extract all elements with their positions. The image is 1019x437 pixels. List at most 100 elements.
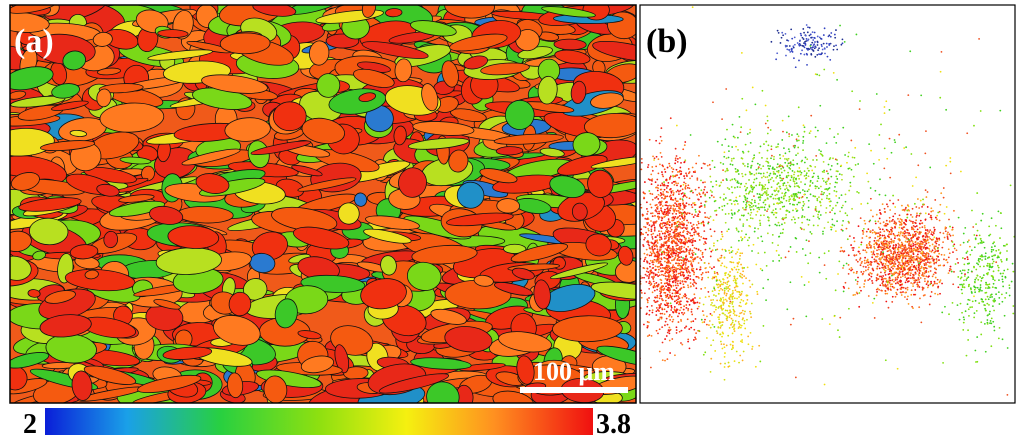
scatter-dot (936, 250, 939, 252)
scatter-dot (865, 266, 867, 268)
scatter-dot (885, 279, 888, 282)
scatter-dot (670, 237, 673, 240)
scatter-dot (760, 176, 763, 179)
scatter-dot (901, 234, 904, 237)
scatter-dot (866, 258, 869, 261)
scatter-dot (723, 346, 726, 349)
scatter-dot (907, 261, 910, 264)
panel-frame (9, 4, 637, 404)
scatter-dot (656, 254, 659, 257)
scatter-dot (685, 172, 687, 175)
scatter-dot (663, 303, 666, 306)
scatter-dot (923, 246, 926, 248)
grain (10, 230, 32, 252)
scatter-dot (867, 295, 870, 297)
scatter-dot (924, 244, 926, 247)
scatter-dot (873, 245, 876, 248)
scatter-dot (912, 243, 915, 245)
scatter-dot (663, 313, 666, 315)
scatter-dot (646, 260, 648, 263)
scatter-dot (905, 251, 908, 254)
scatter-dot (670, 267, 672, 269)
scatter-dot (731, 250, 734, 252)
scatter-dot (681, 220, 683, 223)
scatter-dot (875, 260, 878, 263)
scatter-dot (907, 253, 910, 256)
scatter-dot (651, 166, 654, 168)
scatter-dot (751, 283, 754, 286)
scatter-dot (739, 272, 742, 275)
scatter-dot (921, 274, 923, 276)
scatter-dot (749, 190, 752, 193)
scatter-dot (682, 308, 685, 311)
scatter-dot (667, 273, 670, 276)
scatter-dot (665, 210, 668, 213)
scatter-dot (900, 204, 903, 207)
scatter-dot (755, 213, 758, 216)
scatter-dot (763, 188, 765, 190)
scatter-dot (672, 231, 675, 234)
scatter-dot (735, 282, 738, 285)
scatter-dot (912, 307, 914, 309)
scatter-dot (893, 261, 896, 263)
scatter-dot (751, 250, 753, 252)
scatter-dot (683, 219, 685, 222)
grain (10, 5, 58, 14)
scatter-dot (904, 231, 907, 234)
scatter-dot (888, 276, 891, 279)
scatter-dot (655, 310, 658, 313)
scatter-dot (669, 230, 672, 233)
scatter-dot (817, 213, 820, 216)
scatter-dot (756, 206, 759, 209)
scatter-dot (660, 290, 663, 293)
scatter-dot (894, 279, 897, 281)
scatter-dot (744, 143, 747, 146)
scatter-dot (727, 290, 730, 292)
scatter-dot (743, 319, 746, 322)
scatter-dot (683, 217, 686, 220)
scatter-dot (655, 281, 658, 284)
scatter-dot (967, 239, 970, 242)
scatter-dot (748, 236, 751, 239)
scatter-dot (658, 297, 661, 300)
scatter-dot (683, 177, 686, 180)
scatter-dot (674, 269, 677, 271)
scatter-dot (665, 178, 668, 181)
scatter-dot (676, 205, 678, 208)
scatter-dot (659, 225, 661, 227)
scatter-dot (761, 156, 763, 159)
scatter-dot (683, 312, 686, 314)
scatter-dot (759, 195, 762, 198)
scatter-dot (760, 167, 762, 170)
grain (441, 60, 459, 88)
scatter-dot (654, 265, 657, 268)
scatter-dot (652, 155, 654, 158)
scatter-dot (792, 216, 795, 219)
scatter-dot (928, 265, 930, 268)
grain (587, 169, 614, 198)
scatter-dot (667, 205, 669, 207)
scatter-dot (781, 232, 784, 234)
scatter-dot (667, 223, 670, 226)
scatter-dot (736, 210, 739, 213)
scatter-dot (665, 310, 668, 313)
scatter-dot (726, 187, 729, 189)
scatter-dot (697, 220, 700, 223)
scatter-dot (947, 272, 950, 274)
scatter-dot (678, 297, 681, 300)
scatter-dot (859, 286, 861, 289)
scatter-dot (707, 271, 710, 273)
grain (99, 102, 165, 133)
scatter-dot (869, 246, 872, 249)
scatter-dot (794, 221, 797, 224)
scatter-dot (835, 190, 838, 193)
scatter-dot (679, 189, 682, 192)
scatter-dot (883, 207, 886, 210)
scatter-dot (890, 151, 893, 154)
scatter-dot (916, 255, 918, 258)
scatter-dot (836, 220, 838, 223)
scatter-dot (931, 243, 934, 246)
scatter-dot (937, 264, 940, 267)
scatter-dot (719, 161, 722, 164)
scatter-dot (803, 161, 806, 164)
